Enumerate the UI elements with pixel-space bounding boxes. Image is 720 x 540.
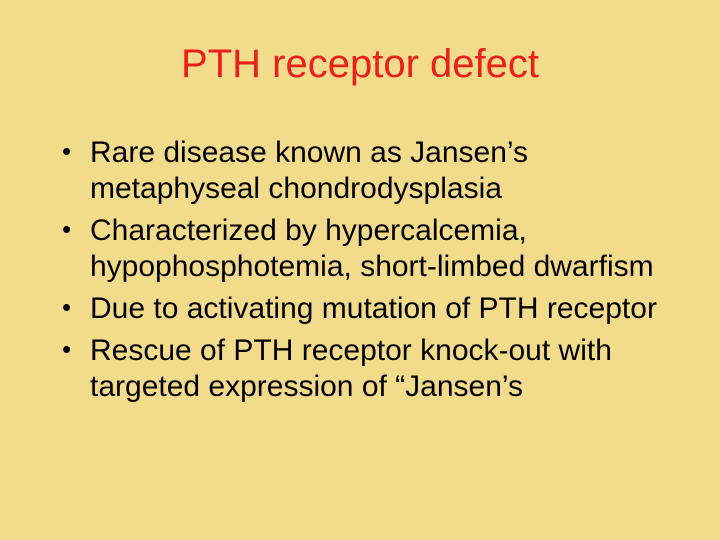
slide-title: PTH receptor defect (0, 42, 720, 87)
list-item: Due to activating mutation of PTH recept… (60, 291, 660, 327)
list-item: Rescue of PTH receptor knock-out with ta… (60, 333, 660, 405)
list-item: Characterized by hypercalcemia, hypophos… (60, 213, 660, 285)
bullet-list: Rare disease known as Jansen’s metaphyse… (0, 135, 720, 405)
list-item: Rare disease known as Jansen’s metaphyse… (60, 135, 660, 207)
slide: PTH receptor defect Rare disease known a… (0, 0, 720, 540)
